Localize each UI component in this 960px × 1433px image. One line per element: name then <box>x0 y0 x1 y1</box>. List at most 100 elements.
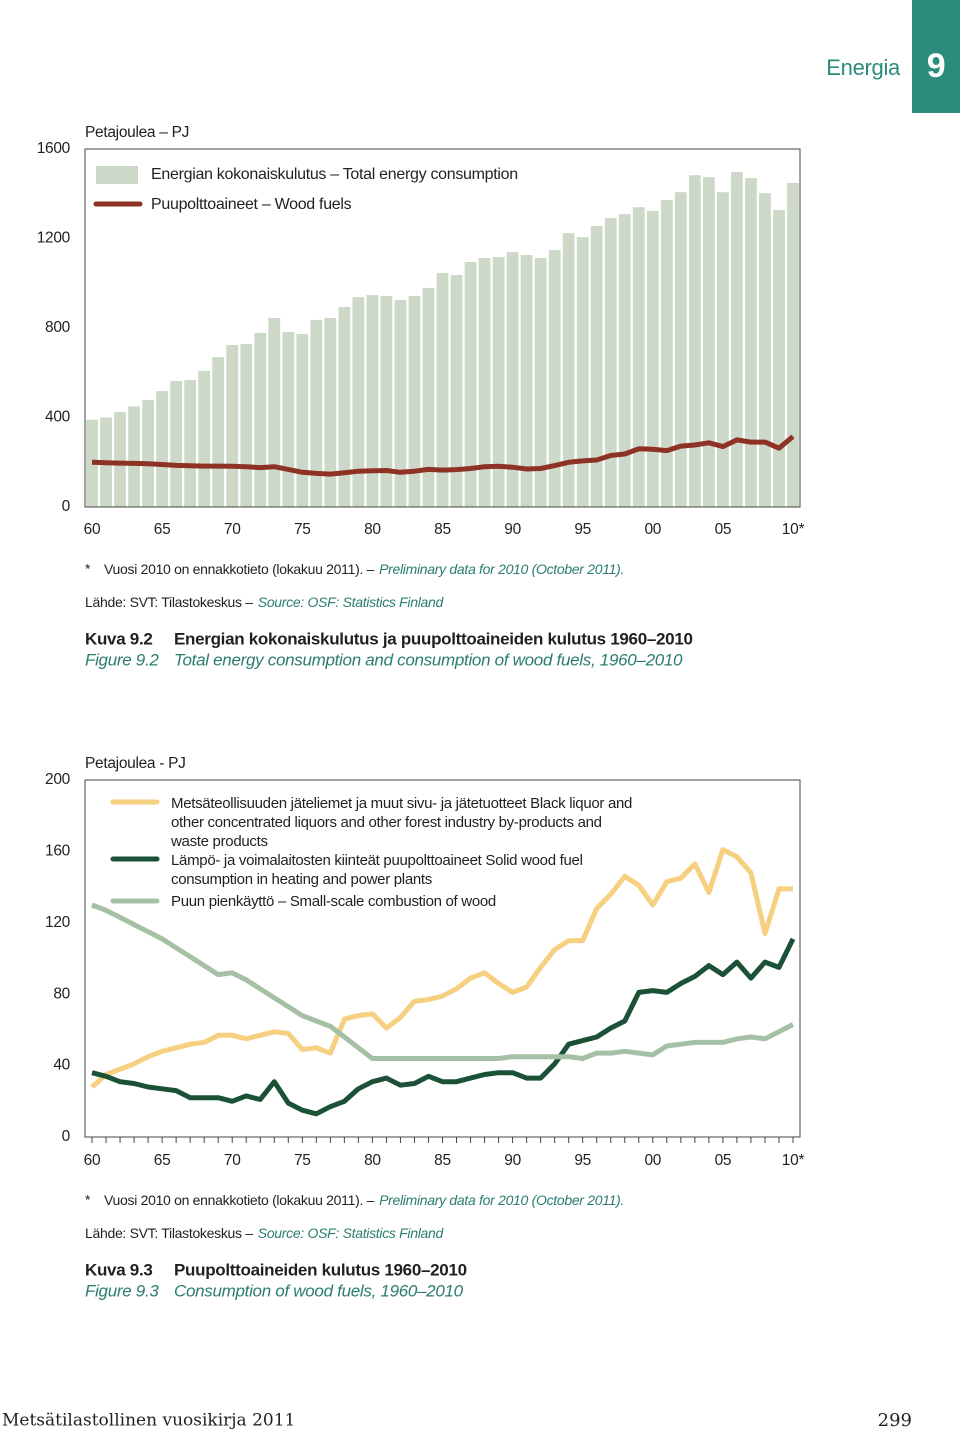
y-tick-label: 120 <box>45 914 71 931</box>
section-number: 9 <box>927 47 946 85</box>
bar <box>618 214 631 507</box>
bar <box>366 295 379 507</box>
x-tick-label: 05 <box>715 521 732 538</box>
line-series <box>91 902 795 1061</box>
legend-label: Metsäteollisuuden jäteliemet ja muut siv… <box>171 795 633 850</box>
bar <box>632 207 645 508</box>
bar <box>310 319 323 507</box>
caption-title-en: Total energy consumption and consumption… <box>174 650 683 669</box>
x-tick-label: 65 <box>154 521 171 538</box>
bar <box>520 255 533 507</box>
bar <box>408 296 421 507</box>
bar <box>759 193 771 508</box>
source-en: Source: OSF: Statistics Finland <box>258 1225 445 1241</box>
bar <box>646 210 659 507</box>
bar <box>394 300 407 507</box>
bar <box>170 381 183 507</box>
bar <box>436 272 449 507</box>
x-tick-label: 95 <box>574 521 591 538</box>
section-tab <box>912 0 960 113</box>
bar <box>226 345 239 507</box>
note-marker: * <box>85 1192 91 1208</box>
note: Vuosi 2010 on ennakkotieto (lokakuu 2011… <box>104 1192 624 1208</box>
caption-title: Energian kokonaiskulutus ja puupolttoain… <box>174 629 693 648</box>
y-axis-label: Petajoulea - PJ <box>85 755 186 772</box>
section-title: Energia <box>826 55 901 80</box>
x-tick-label: 10* <box>782 1152 805 1169</box>
bar <box>478 257 491 507</box>
y-tick-label: 200 <box>45 771 71 788</box>
x-tick-label: 05 <box>715 1152 732 1169</box>
x-tick-label: 75 <box>294 521 311 538</box>
caption-label-en: Figure 9.2 <box>85 650 159 669</box>
bar <box>268 317 281 507</box>
bar <box>660 200 673 507</box>
caption-label: Kuva 9.2 <box>85 629 153 648</box>
x-tick-label: 85 <box>434 1152 451 1169</box>
legend-label: Energian kokonaiskulutus – Total energy … <box>151 166 518 183</box>
y-tick-label: 1200 <box>37 230 71 247</box>
x-tick-label: 70 <box>224 1152 241 1169</box>
x-tick-label: 00 <box>644 1152 661 1169</box>
legend-label: Puun pienkäyttö – Small-scale combustion… <box>171 893 496 910</box>
source-en: Source: OSF: Statistics Finland <box>258 594 445 610</box>
bar <box>142 400 154 507</box>
plot-frame <box>84 779 801 1138</box>
bar <box>282 332 295 507</box>
bar <box>731 172 743 507</box>
y-tick-label: 1600 <box>37 140 71 157</box>
bar <box>198 370 211 507</box>
y-tick-label: 160 <box>45 842 71 859</box>
bar <box>745 178 757 507</box>
bar <box>296 334 309 507</box>
note: Vuosi 2010 on ennakkotieto (lokakuu 2011… <box>104 561 624 577</box>
x-tick-label: 75 <box>294 1152 311 1169</box>
publication: Metsätilastollinen vuosikirja 2011 <box>2 1411 295 1431</box>
bar <box>128 406 140 507</box>
bar <box>548 250 561 507</box>
x-tick-label: 90 <box>504 521 521 538</box>
source: Lähde: SVT: Tilastokeskus – Source: OSF: … <box>85 594 445 610</box>
bar <box>590 225 603 507</box>
y-tick-label: 800 <box>45 319 71 336</box>
x-tick-label: 60 <box>84 1152 101 1169</box>
bar <box>604 218 617 508</box>
y-tick-label: 0 <box>62 498 71 515</box>
y-tick-label: 400 <box>45 409 71 426</box>
x-tick-label: 80 <box>364 521 381 538</box>
bar <box>422 287 435 507</box>
y-tick-label: 0 <box>62 1128 71 1145</box>
caption-label-en: Figure 9.3 <box>85 1281 159 1300</box>
bar <box>674 192 687 507</box>
line-series <box>91 937 796 1117</box>
line-series <box>91 434 795 477</box>
x-tick-label: 70 <box>224 521 241 538</box>
bar <box>212 357 225 507</box>
bar <box>380 296 393 507</box>
bar <box>717 192 729 507</box>
x-tick-label: 00 <box>644 521 661 538</box>
bar <box>562 233 575 507</box>
bar <box>450 274 463 507</box>
plot-frame <box>84 148 801 508</box>
bar <box>156 391 168 507</box>
legend-swatch <box>96 166 138 184</box>
note-fi: Vuosi 2010 on ennakkotieto (lokakuu 2011… <box>104 1192 375 1208</box>
bar <box>773 210 785 508</box>
bar <box>324 317 337 507</box>
source-fi: Lähde: SVT: Tilastokeskus – <box>85 594 253 610</box>
line-series <box>90 847 793 1089</box>
caption-label: Kuva 9.3 <box>85 1260 153 1279</box>
bar <box>688 175 701 507</box>
bar <box>576 237 589 507</box>
bar <box>114 411 126 507</box>
y-axis-label: Petajoulea – PJ <box>85 124 189 141</box>
bar <box>787 183 799 507</box>
note-fi: Vuosi 2010 on ennakkotieto (lokakuu 2011… <box>104 561 375 577</box>
x-tick-label: 60 <box>84 521 101 538</box>
bar <box>352 297 365 507</box>
x-tick-label: 95 <box>574 1152 591 1169</box>
caption-title: Puupolttoaineiden kulutus 1960–2010 <box>174 1260 467 1279</box>
